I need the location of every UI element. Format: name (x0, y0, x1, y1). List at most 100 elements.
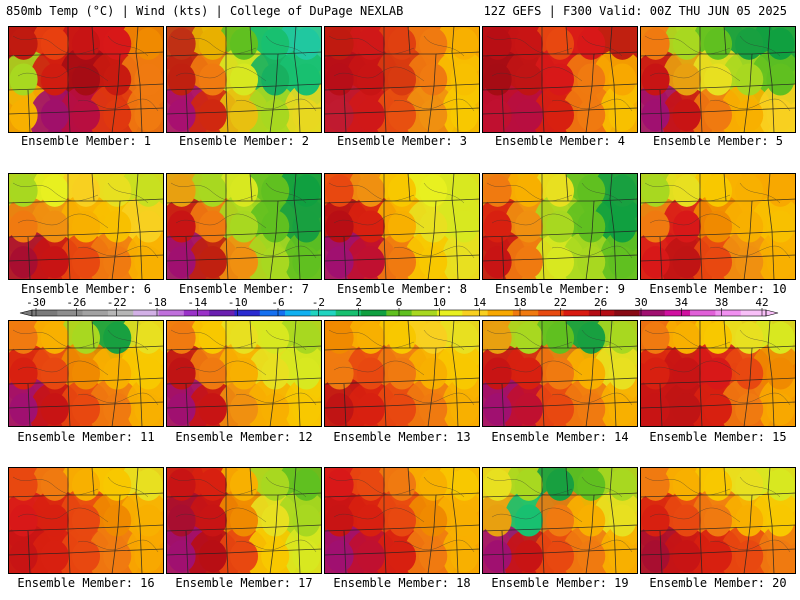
ensemble-member-label: Ensemble Member: 12 (175, 430, 313, 444)
temperature-field (166, 173, 322, 280)
ensemble-member-label: Ensemble Member: 7 (178, 282, 310, 296)
ensemble-member-map (640, 26, 796, 133)
colorbar-label: -26 (66, 296, 86, 309)
colorbar-swatch (740, 310, 767, 316)
ensemble-member-map (166, 26, 322, 133)
ensemble-member-label: Ensemble Member: 18 (333, 576, 471, 590)
colorbar-label: 10 (433, 296, 446, 309)
colorbar-label: -10 (228, 296, 248, 309)
ensemble-member-label: Ensemble Member: 5 (652, 134, 784, 148)
colorbar-swatch (462, 310, 488, 316)
colorbar-label: -2 (312, 296, 325, 309)
colorbar-swatch (32, 310, 58, 316)
ensemble-member-map (8, 26, 164, 133)
ensemble-member-map (640, 320, 796, 427)
ensemble-member-map (166, 320, 322, 427)
ensemble-member-map (482, 26, 638, 133)
temperature-field (166, 26, 322, 133)
ensemble-member-label: Ensemble Member: 2 (178, 134, 310, 148)
colorbar-label: -30 (26, 296, 46, 309)
temperature-field (324, 467, 480, 574)
colorbar-arrow-left (19, 309, 33, 317)
temperature-field (324, 320, 480, 427)
colorbar-swatch (715, 310, 741, 316)
ensemble-member-map (8, 320, 164, 427)
ensemble-member-label: Ensemble Member: 3 (336, 134, 468, 148)
colorbar-swatch (411, 310, 438, 316)
colorbar-swatch (234, 310, 261, 316)
temperature-field (8, 467, 164, 574)
colorbar-swatch (57, 310, 83, 316)
colorbar-swatch (310, 310, 337, 316)
colorbar-swatch (512, 310, 539, 316)
ensemble-member-label: Ensemble Member: 19 (491, 576, 629, 590)
ensemble-member-label: Ensemble Member: 17 (175, 576, 313, 590)
colorbar-swatch (259, 310, 286, 316)
temperature-colorbar: -30 -26 -22 -18 -14 -10 -6 -2 2 6 10 14 18 22 26 30 34 38… (19, 296, 779, 317)
colorbar-swatch (158, 310, 185, 316)
colorbar-swatch (614, 310, 640, 316)
temperature-field (8, 320, 164, 427)
ensemble-member-label: Ensemble Member: 4 (494, 134, 626, 148)
colorbar-swatch (538, 310, 564, 316)
temperature-field (640, 320, 796, 427)
colorbar-label: 30 (634, 296, 647, 309)
colorbar-label: 14 (473, 296, 487, 309)
colorbar-swatch (285, 310, 311, 316)
colorbar-swatch (487, 310, 514, 316)
ensemble-member-map (324, 26, 480, 133)
ensemble-member-map (324, 467, 480, 574)
temperature-field (640, 467, 796, 574)
colorbar-label: 42 (755, 296, 768, 309)
colorbar-swatch (107, 310, 134, 316)
colorbar-label: 34 (675, 296, 689, 309)
temperature-field (482, 173, 638, 280)
temperature-field (8, 26, 164, 133)
ensemble-member-label: Ensemble Member: 11 (17, 430, 155, 444)
header-title: 850mb Temp (°C) | Wind (kts) | College o… (6, 4, 404, 18)
ensemble-member-label: Ensemble Member: 10 (649, 282, 787, 296)
ensemble-member-map (8, 467, 164, 574)
ensemble-member-map (482, 320, 638, 427)
ensemble-member-map (640, 173, 796, 280)
colorbar-swatch (82, 310, 109, 316)
colorbar-arrow-right (765, 309, 779, 317)
ensemble-member-map (166, 173, 322, 280)
colorbar-label: 2 (355, 296, 362, 309)
colorbar-swatch (183, 310, 210, 316)
ensemble-member-map (640, 467, 796, 574)
colorbar-label: -18 (147, 296, 167, 309)
ensemble-member-label: Ensemble Member: 9 (494, 282, 626, 296)
colorbar-label: 18 (513, 296, 526, 309)
colorbar-label: -22 (107, 296, 127, 309)
ensemble-member-label: Ensemble Member: 15 (649, 430, 787, 444)
colorbar-swatch (361, 310, 387, 316)
colorbar-label: -14 (187, 296, 207, 309)
colorbar-label: 22 (554, 296, 567, 309)
ensemble-member-label: Ensemble Member: 6 (20, 282, 152, 296)
temperature-field (482, 467, 638, 574)
temperature-field (166, 467, 322, 574)
colorbar-swatch (335, 310, 362, 316)
temperature-field (482, 320, 638, 427)
header-valid-time: 12Z GEFS | F300 Valid: 00Z THU JUN 05 20… (483, 4, 787, 18)
colorbar-label: -6 (271, 296, 284, 309)
colorbar-swatch (133, 310, 159, 316)
ensemble-member-label: Ensemble Member: 1 (20, 134, 152, 148)
colorbar-label: 38 (715, 296, 728, 309)
ensemble-member-label: Ensemble Member: 8 (336, 282, 468, 296)
colorbar-swatch (639, 310, 666, 316)
colorbar-swatch (563, 310, 590, 316)
ensemble-member-map (166, 467, 322, 574)
colorbar-label: 6 (396, 296, 403, 309)
colorbar-swatch (690, 310, 716, 316)
ensemble-member-label: Ensemble Member: 20 (649, 576, 787, 590)
ensemble-member-map (482, 467, 638, 574)
colorbar-swatch (588, 310, 615, 316)
temperature-field (8, 173, 164, 280)
colorbar-swatch (209, 310, 235, 316)
colorbar-label: 26 (594, 296, 607, 309)
ensemble-member-label: Ensemble Member: 16 (17, 576, 155, 590)
temperature-field (482, 26, 638, 133)
ensemble-member-map (324, 173, 480, 280)
